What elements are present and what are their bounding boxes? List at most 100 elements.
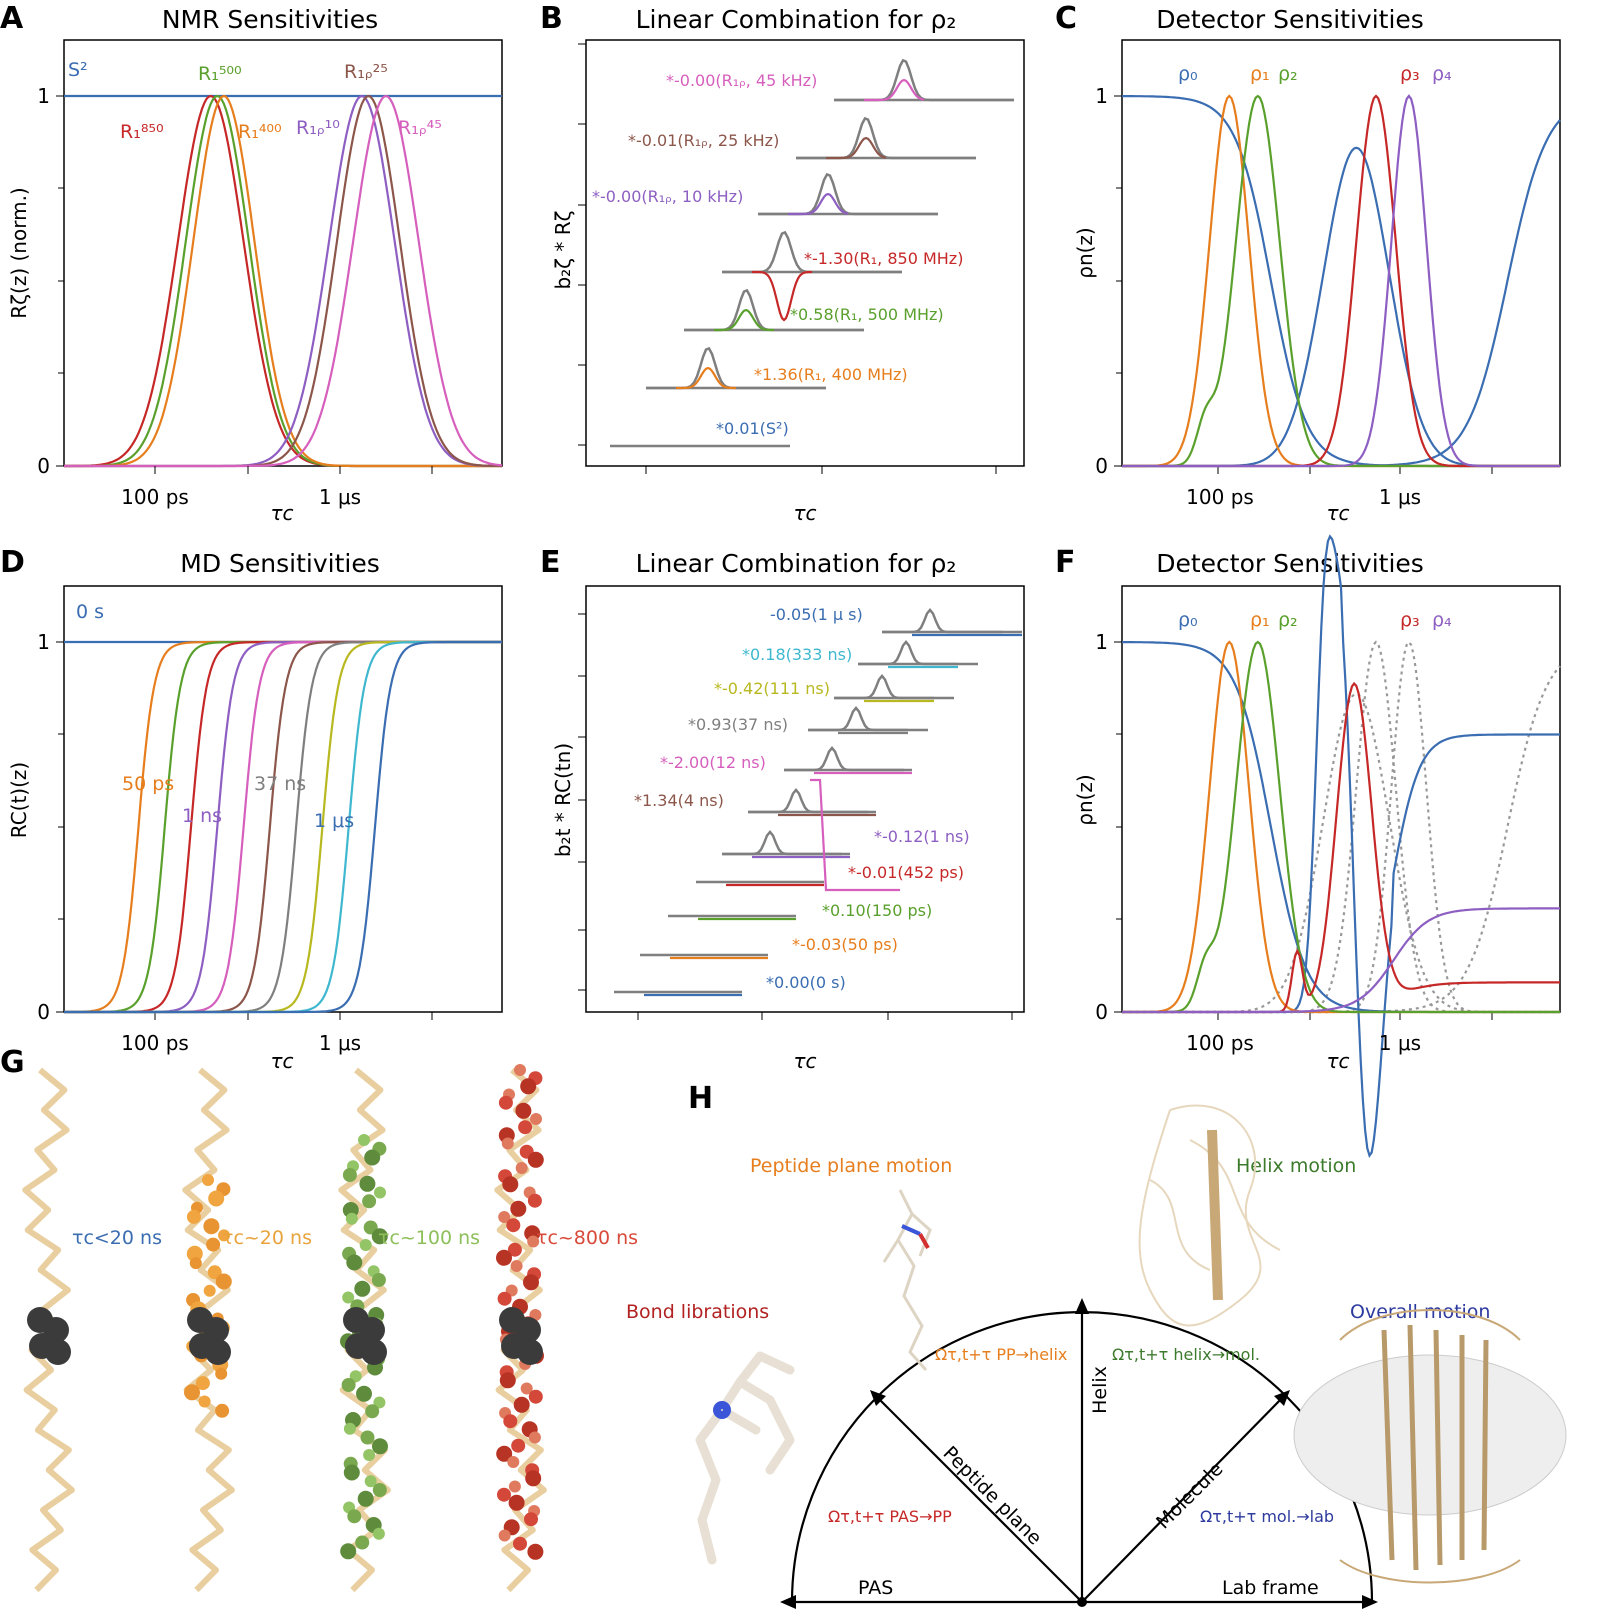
g-strand-2	[338, 1067, 391, 1593]
frame-axes	[786, 1305, 1370, 1604]
c-rho3	[1122, 94, 1560, 468]
panel-c-xtick-100ps: 100 ps	[1186, 485, 1254, 509]
panel-b-ylabel: b₂ζ * Rζ	[551, 210, 575, 289]
g-atom	[527, 1193, 542, 1208]
b-term-1	[826, 136, 887, 160]
panel-c-letter: C	[1055, 1, 1077, 36]
origin-dot	[1077, 1597, 1087, 1607]
e-step-pink	[810, 778, 900, 892]
b-term-label-2: *-0.00(R₁ᵨ, 10 kHz)	[592, 187, 743, 206]
g-atom	[215, 1367, 228, 1380]
g-atom	[524, 1512, 538, 1527]
f-rho0-left	[1122, 641, 1560, 1014]
panel-d-xtick-100ps: 100 ps	[121, 1031, 189, 1055]
b-term-label-6: *0.01(S²)	[716, 419, 789, 438]
c-rho2	[1122, 94, 1560, 468]
g-atom	[514, 1064, 526, 1076]
panel-g: G τc<20 ns τc~20 ns τc~100 ns τc~800 ns	[0, 1045, 638, 1593]
g-atom	[357, 1490, 374, 1507]
g-label-20ns: τc~20 ns	[222, 1227, 312, 1249]
f-ref-rho0-right	[1122, 665, 1561, 1014]
f-ref-rho3	[1122, 640, 1560, 1014]
f-label-rho0: ρ₀	[1178, 609, 1198, 631]
f-rho4	[1122, 907, 1560, 1014]
g-atom	[527, 1543, 544, 1560]
panel-f-ylabel: ρn(z)	[1073, 774, 1097, 825]
label-r1rho-10: R₁ᵨ¹⁰	[296, 117, 340, 139]
g-atom	[354, 1280, 371, 1297]
panel-b-xlabel: τc	[793, 501, 816, 525]
g-atom	[359, 1175, 376, 1192]
c-rho0-right	[1122, 119, 1561, 468]
g-dark-sphere	[517, 1339, 543, 1365]
e-trace-6	[722, 830, 842, 856]
g-atom	[364, 1475, 377, 1488]
f-ref-rho4	[1122, 640, 1560, 1014]
g-atom	[203, 1284, 216, 1297]
e-term-label-10: *0.00(0 s)	[766, 973, 846, 992]
axis-label-pas: PAS	[858, 1577, 893, 1599]
axis-label-lab: Lab frame	[1222, 1577, 1319, 1599]
c-rho1	[1122, 94, 1560, 468]
panel-e-title: Linear Combination for ρ₂	[636, 549, 957, 578]
panel-h-letter: H	[688, 1081, 713, 1116]
panel-d-ytick-0: 0	[37, 1000, 50, 1024]
c-label-rho1: ρ₁	[1250, 63, 1270, 85]
b-term-label-0: *-0.00(R₁ᵨ, 45 kHz)	[666, 71, 817, 90]
g-atom	[501, 1137, 514, 1150]
label-overall-motion: Overall motion	[1350, 1301, 1490, 1323]
g-label-100ns: τc~100 ns	[378, 1227, 480, 1249]
panel-f-ticks	[1114, 641, 1493, 1020]
g-dark-sphere	[205, 1339, 231, 1365]
g-dark-sphere	[45, 1339, 71, 1365]
panel-a-xtick-100ps: 100 ps	[121, 485, 189, 509]
g-atom	[203, 1218, 220, 1235]
omega-helix-mol: Ωτ,t+τ helix→mol.	[1112, 1345, 1260, 1364]
f-ref-rho0	[1122, 692, 1560, 1014]
g-atom	[184, 1384, 200, 1401]
g-atom	[372, 1527, 385, 1540]
g-atom	[520, 1382, 533, 1395]
g-atom	[345, 1212, 358, 1225]
e-term-label-3: *0.93(37 ns)	[688, 715, 788, 734]
overall-motion-membrane	[1293, 1309, 1567, 1584]
b-trace-0	[834, 58, 1014, 102]
curve-r1-400	[64, 94, 502, 468]
e-term-label-8: *0.10(150 ps)	[822, 901, 932, 920]
label-r1rho-25: R₁ᵨ²⁵	[344, 61, 388, 83]
f-label-rho4: ρ₄	[1432, 609, 1452, 631]
curve-r1rho-45	[64, 94, 503, 468]
g-atom	[515, 1162, 528, 1174]
panel-a: A NMR Sensitivities 100 ps 1 μs 0 1 τc R…	[0, 1, 503, 525]
f-rho2	[1122, 640, 1560, 1014]
g-atom	[218, 1229, 230, 1242]
e-term-label-7: *-0.01(452 ps)	[848, 863, 964, 882]
e-trace-5	[748, 788, 868, 814]
g-atom	[360, 1430, 375, 1445]
g-atom	[374, 1186, 386, 1199]
label-r1-400: R₁⁴⁰⁰	[238, 121, 282, 143]
g-atom	[511, 1438, 526, 1453]
g-atom	[498, 1529, 511, 1542]
label-s2: S²	[68, 59, 88, 81]
panel-c-ticks	[1114, 95, 1493, 474]
g-atom	[371, 1228, 388, 1245]
g-atom	[372, 1438, 388, 1455]
b-term-3	[752, 270, 812, 322]
panel-f-xtick-100ps: 100 ps	[1186, 1031, 1254, 1055]
b-term-label-3: *-1.30(R₁, 850 MHz)	[804, 249, 963, 268]
d-label-50ps: 50 ps	[122, 773, 174, 795]
b-term-5	[676, 366, 736, 390]
g-atom	[530, 1113, 542, 1125]
f-label-rho3: ρ₃	[1400, 609, 1420, 631]
g-atom	[195, 1376, 210, 1391]
f-label-rho1: ρ₁	[1250, 609, 1270, 631]
g-atom	[507, 1242, 522, 1257]
label-bond-librations: Bond librations	[626, 1301, 769, 1323]
b-term-0	[864, 78, 925, 102]
g-strand-1	[182, 1067, 235, 1593]
g-atom	[528, 1389, 543, 1404]
g-atom	[502, 1176, 519, 1193]
label-r1-850: R₁⁸⁵⁰	[120, 121, 164, 143]
e-term-label-2: *-0.42(111 ns)	[714, 679, 830, 698]
